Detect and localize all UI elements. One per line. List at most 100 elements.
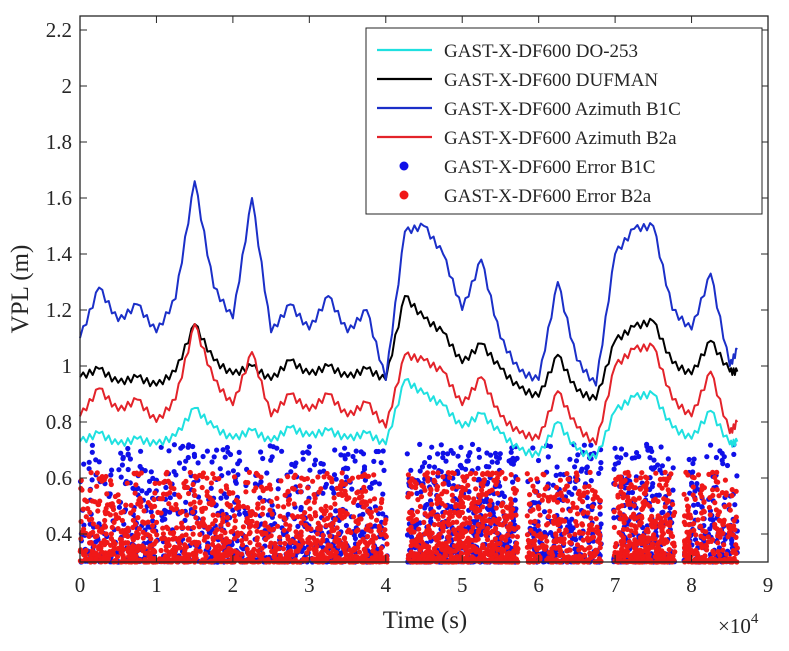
scatter-point: [291, 501, 297, 507]
scatter-point: [183, 458, 189, 464]
scatter-point: [407, 479, 413, 485]
scatter-point: [441, 554, 447, 560]
scatter-point: [333, 508, 339, 514]
scatter-point: [701, 499, 707, 505]
scatter-point: [87, 509, 93, 515]
scatter-point: [234, 550, 240, 556]
scatter-point: [589, 504, 596, 510]
scatter-point: [428, 518, 434, 524]
scatter-point: [615, 460, 622, 466]
scatter-point: [136, 471, 142, 478]
scatter-point: [378, 545, 384, 551]
scatter-point: [632, 485, 639, 491]
scatter-point: [579, 466, 585, 472]
scatter-point: [458, 492, 464, 498]
scatter-point: [642, 544, 649, 550]
x-tick-label: 7: [610, 573, 621, 597]
scatter-point: [189, 551, 196, 557]
scatter-point: [274, 495, 280, 501]
scatter-point: [461, 540, 467, 546]
scatter-point: [422, 510, 428, 517]
scatter-point: [96, 476, 102, 482]
scatter-point: [734, 473, 740, 479]
scatter-point: [480, 471, 486, 478]
scatter-point: [364, 558, 370, 564]
scatter-point: [125, 452, 131, 458]
scatter-point: [282, 540, 288, 547]
scatter-point: [380, 491, 386, 497]
plot-area-frame: [79, 15, 769, 563]
scatter-point: [146, 478, 153, 484]
scatter-point: [670, 465, 676, 471]
scatter-point: [376, 481, 382, 487]
scatter-point: [572, 531, 578, 537]
scatter-point: [540, 550, 547, 556]
scatter-point: [232, 525, 238, 531]
scatter-point: [212, 557, 218, 563]
scatter-point: [449, 470, 455, 476]
scatter-point: [501, 547, 507, 554]
scatter-point: [709, 537, 716, 543]
scatter-point: [168, 505, 174, 511]
scatter-point: [150, 518, 156, 524]
scatter-point: [641, 548, 647, 554]
scatter-point: [185, 444, 191, 450]
scatter-point: [275, 486, 281, 492]
scatter-point: [426, 463, 432, 469]
scatter-point: [638, 514, 645, 520]
scatter-point: [302, 522, 309, 528]
scatter-point: [730, 548, 736, 554]
scatter-point: [88, 540, 94, 546]
scatter-point: [580, 510, 586, 516]
scatter-point: [445, 470, 451, 476]
scatter-point: [351, 499, 357, 505]
scatter-point: [537, 512, 543, 518]
scatter-point: [224, 444, 230, 451]
scatter-point: [331, 490, 337, 496]
scatter-point: [200, 453, 206, 460]
scatter-point: [331, 472, 338, 478]
scatter-point: [693, 509, 699, 515]
scatter-point: [567, 547, 573, 553]
scatter-point: [104, 491, 110, 497]
scatter-point: [239, 551, 245, 557]
y-tick-label: 2.2: [46, 18, 72, 42]
y-tick-label: 1.2: [46, 298, 72, 322]
scatter-point: [661, 496, 667, 502]
scatter-point: [494, 490, 501, 496]
scatter-point: [590, 496, 596, 502]
scatter-point: [125, 533, 131, 540]
scatter-point: [476, 498, 482, 504]
scatter-point: [277, 540, 283, 546]
scatter-point: [447, 509, 453, 515]
scatter-point: [344, 496, 350, 502]
scatter-point: [268, 486, 274, 492]
scatter-point: [454, 519, 460, 525]
scatter-point: [666, 491, 672, 497]
y-tick-label: 1.4: [46, 242, 73, 266]
scatter-point: [327, 533, 333, 539]
scatter-point: [569, 555, 575, 561]
scatter-point: [686, 533, 692, 539]
scatter-point: [464, 458, 470, 464]
scatter-point: [434, 501, 440, 507]
scatter-point: [417, 503, 423, 510]
scatter-point: [476, 446, 482, 453]
scatter-point: [285, 501, 292, 507]
scatter-point: [586, 527, 593, 533]
scatter-point: [212, 475, 218, 481]
scatter-point: [254, 528, 260, 534]
scatter-point: [182, 542, 188, 548]
series-line-gast-x-df600-do-253: [79, 378, 739, 460]
scatter-point: [245, 505, 251, 511]
scatter-point: [595, 530, 601, 536]
scatter-point: [343, 465, 349, 471]
scatter-point: [633, 530, 639, 536]
scatter-point: [430, 509, 437, 515]
scatter-point: [112, 493, 118, 500]
scatter-point: [553, 484, 560, 491]
scatter-point: [534, 476, 540, 482]
scatter-point: [659, 485, 665, 491]
scatter-point: [95, 508, 101, 514]
scatter-point: [352, 458, 358, 464]
